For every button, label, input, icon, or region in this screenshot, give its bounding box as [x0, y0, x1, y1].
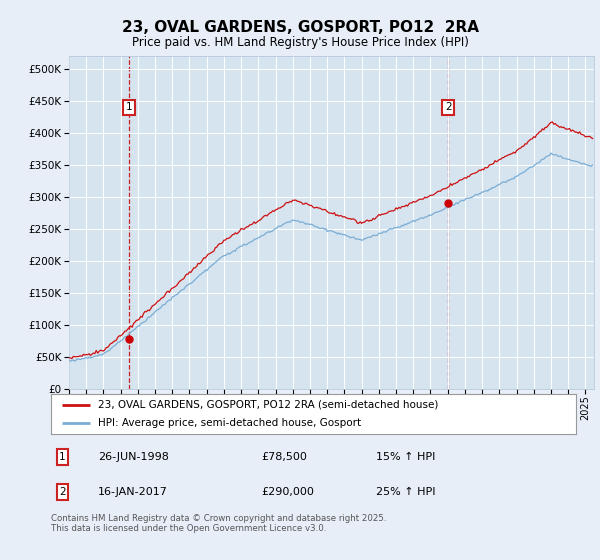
Text: 1: 1	[126, 102, 133, 112]
Text: 15% ↑ HPI: 15% ↑ HPI	[377, 452, 436, 462]
Text: HPI: Average price, semi-detached house, Gosport: HPI: Average price, semi-detached house,…	[98, 418, 361, 428]
Text: Price paid vs. HM Land Registry's House Price Index (HPI): Price paid vs. HM Land Registry's House …	[131, 36, 469, 49]
Text: 16-JAN-2017: 16-JAN-2017	[98, 487, 168, 497]
Text: 2: 2	[445, 102, 452, 112]
Text: £78,500: £78,500	[261, 452, 307, 462]
Text: 26-JUN-1998: 26-JUN-1998	[98, 452, 169, 462]
Text: 23, OVAL GARDENS, GOSPORT, PO12 2RA (semi-detached house): 23, OVAL GARDENS, GOSPORT, PO12 2RA (sem…	[98, 400, 439, 409]
Text: Contains HM Land Registry data © Crown copyright and database right 2025.
This d: Contains HM Land Registry data © Crown c…	[51, 514, 386, 534]
Text: 25% ↑ HPI: 25% ↑ HPI	[377, 487, 436, 497]
Text: 23, OVAL GARDENS, GOSPORT, PO12  2RA: 23, OVAL GARDENS, GOSPORT, PO12 2RA	[121, 20, 479, 35]
Text: £290,000: £290,000	[261, 487, 314, 497]
Text: 1: 1	[59, 452, 66, 462]
Text: 2: 2	[59, 487, 66, 497]
